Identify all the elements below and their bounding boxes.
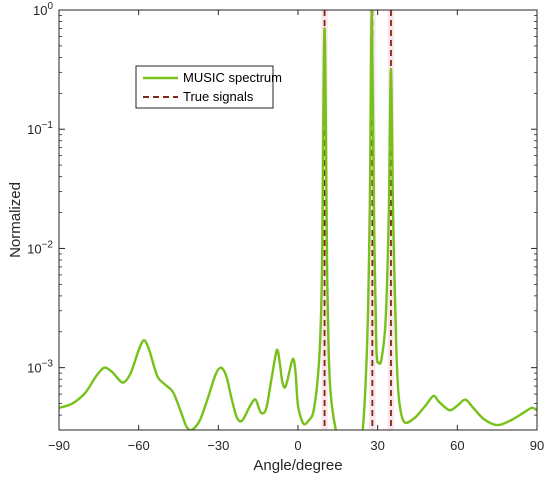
y-axis-label: Normalized xyxy=(7,182,24,258)
x-tick-label: 90 xyxy=(530,438,544,453)
x-tick-label: 30 xyxy=(370,438,384,453)
legend-box xyxy=(135,65,274,109)
x-axis-ticks: −90 −60 −30 0 30 60 90 xyxy=(48,10,544,453)
x-tick-label: −30 xyxy=(207,438,229,453)
x-tick-label: −90 xyxy=(48,438,70,453)
legend: MUSIC spectrum True signals xyxy=(135,65,282,109)
y-axis-ticks: 10−3 10−2 10−1 100 xyxy=(27,1,537,431)
legend-label-true-signals: True signals xyxy=(183,89,254,104)
y-tick-label: 10−2 xyxy=(27,239,53,256)
y-tick-label: 10−1 xyxy=(27,120,53,137)
music-spectrum-line xyxy=(59,10,537,430)
music-spectrum-series xyxy=(59,10,537,430)
x-tick-label: 0 xyxy=(294,438,301,453)
y-tick-label: 10−3 xyxy=(27,359,53,376)
y-tick-label: 100 xyxy=(33,1,53,18)
x-axis-label: Angle/degree xyxy=(253,457,342,474)
x-tick-label: −60 xyxy=(128,438,150,453)
x-tick-label: 60 xyxy=(450,438,464,453)
legend-label-music-spectrum: MUSIC spectrum xyxy=(183,70,282,85)
